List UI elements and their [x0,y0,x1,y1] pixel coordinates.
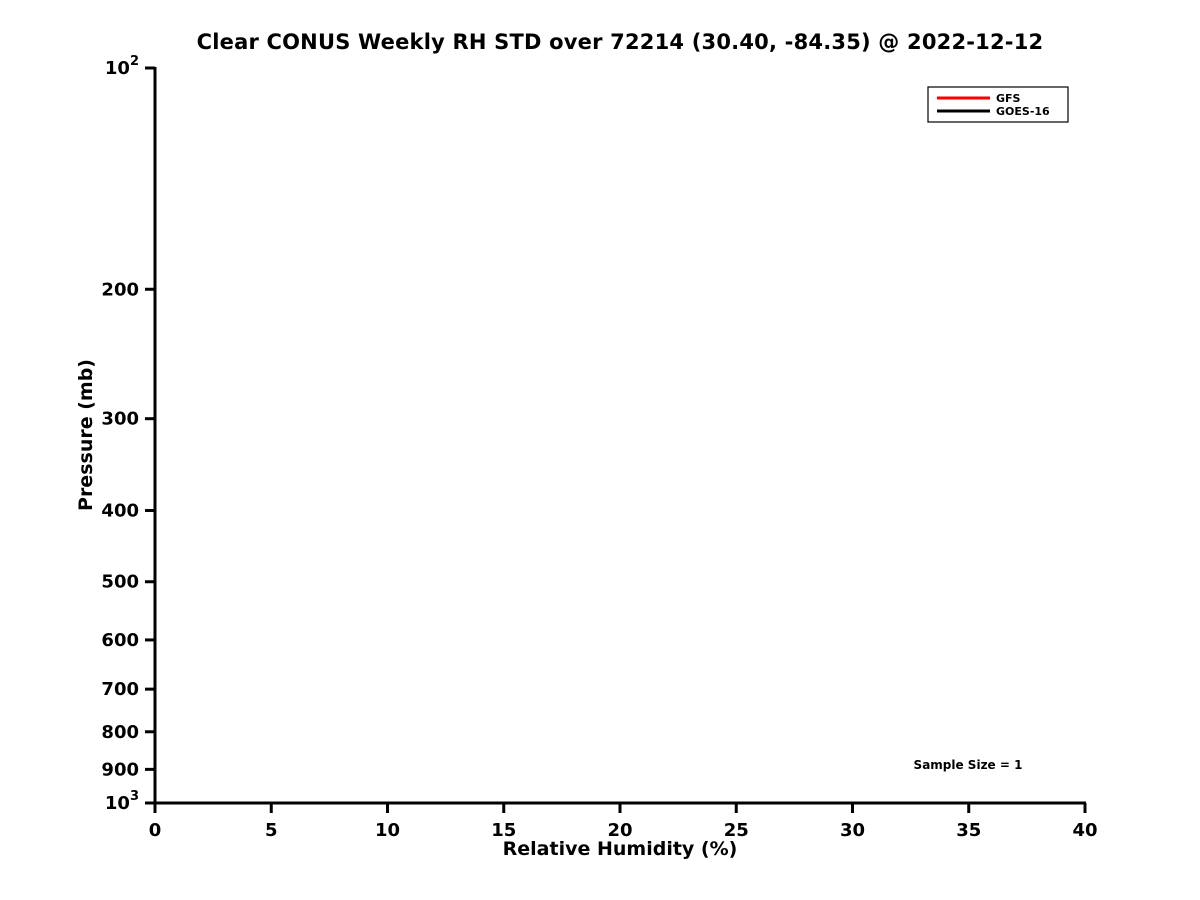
x-tick-label: 30 [840,820,865,841]
y-axis-label: Pressure (mb) [75,359,97,511]
x-tick-label: 20 [607,820,632,841]
x-tick-label: 25 [724,820,749,841]
y-tick-label: 300 [101,409,139,430]
x-axis-label: Relative Humidity (%) [502,838,738,860]
x-tick-label: 35 [956,820,981,841]
y-tick-label: 500 [101,572,139,593]
y-tick-label: 103 [105,789,139,814]
sample-size-annotation: Sample Size = 1 [913,758,1023,772]
chart-title: Clear CONUS Weekly RH STD over 72214 (30… [196,30,1044,54]
legend-box [927,86,1069,123]
legend-label-goes-16: GOES-16 [996,105,1050,118]
y-tick-label: 400 [101,501,139,522]
y-tick-label: 102 [105,54,139,79]
x-tick-label: 40 [1072,820,1097,841]
x-tick-label: 10 [375,820,400,841]
y-tick-label: 200 [101,279,139,300]
y-tick-label: 600 [101,630,139,651]
y-tick-label: 800 [101,722,139,743]
y-tick-label: 900 [101,759,139,780]
legend-label-gfs: GFS [996,92,1021,105]
y-tick-label: 700 [101,679,139,700]
x-tick-label: 0 [149,820,162,841]
x-tick-label: 5 [265,820,278,841]
x-tick-label: 15 [491,820,516,841]
